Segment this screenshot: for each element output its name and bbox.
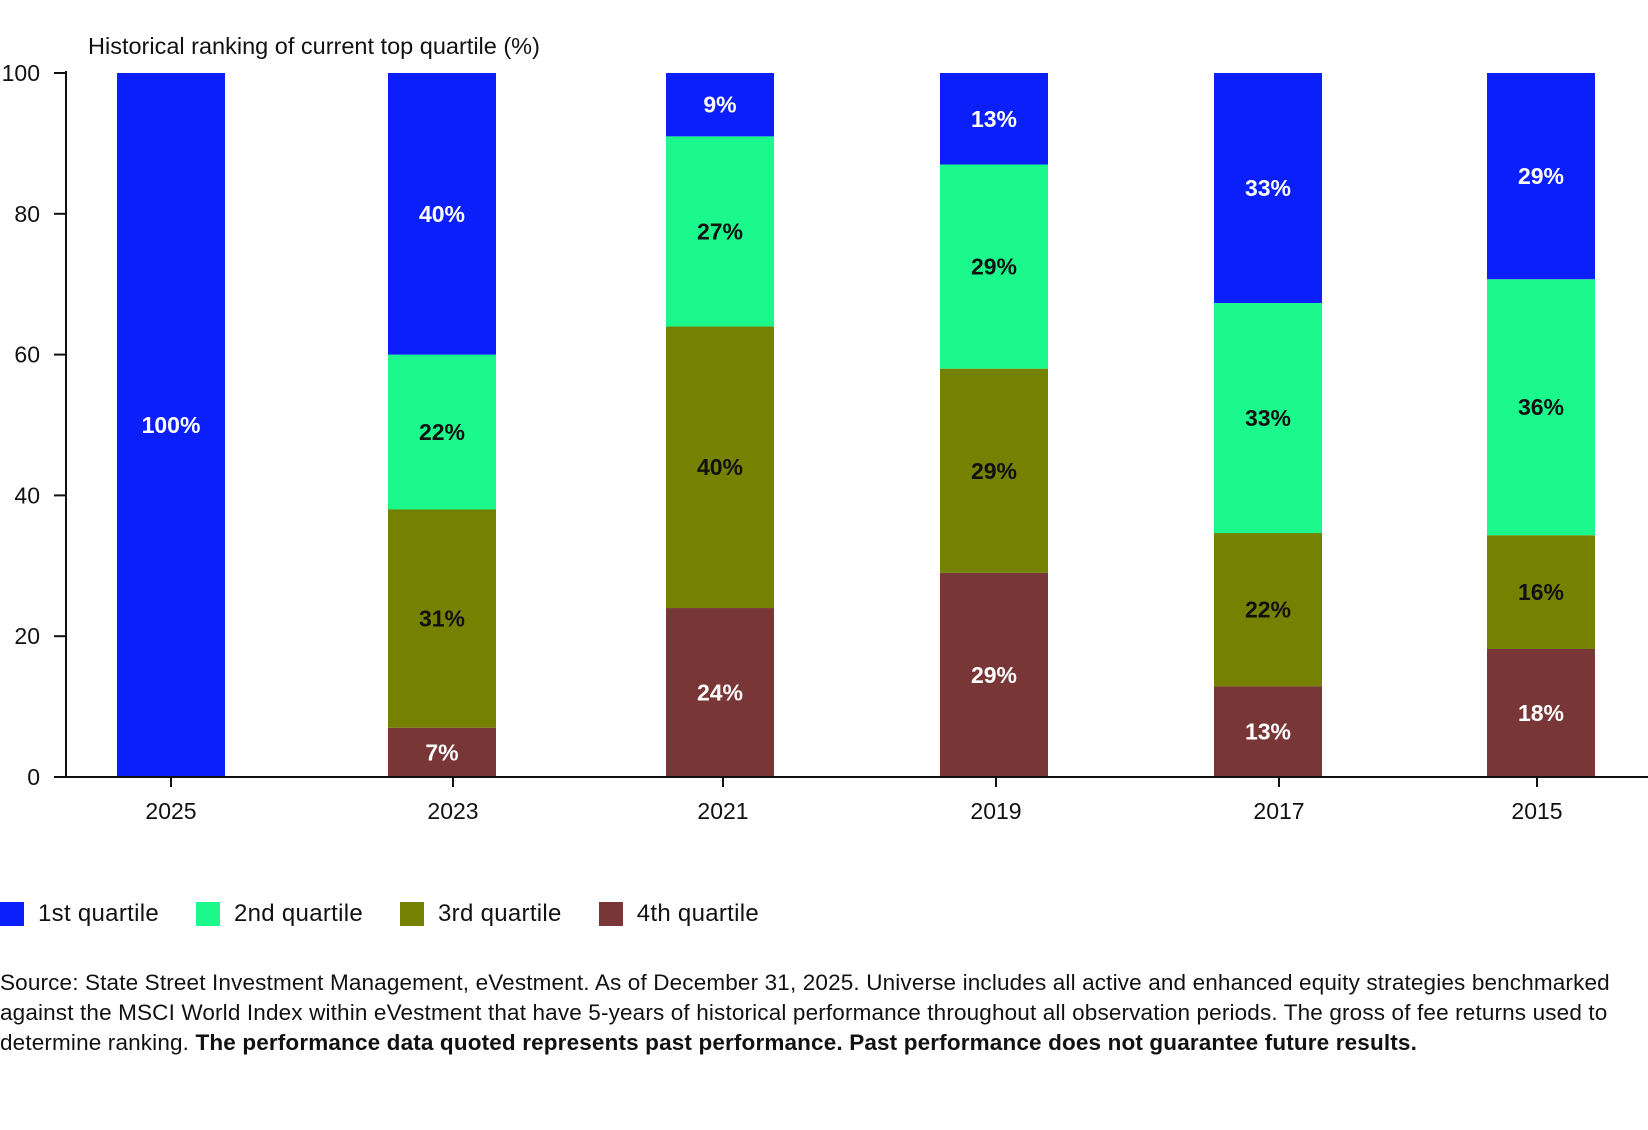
legend-swatch-1st-quartile	[0, 902, 24, 926]
data-label-2015-1st-quartile: 29%	[1518, 163, 1564, 189]
x-tick-label: 2015	[1511, 798, 1562, 824]
legend-label-1st-quartile: 1st quartile	[38, 900, 159, 927]
chart-legend: 1st quartile 2nd quartile 3rd quartile 4…	[0, 900, 796, 928]
data-label-2019-4th-quartile: 29%	[971, 662, 1017, 688]
bar-2017-2nd-quartile	[1214, 303, 1322, 534]
data-label-2017-4th-quartile: 13%	[1245, 719, 1291, 745]
bar-2021-2nd-quartile	[666, 136, 774, 327]
data-label-2017-2nd-quartile: 33%	[1245, 405, 1291, 431]
bar-2023-1st-quartile	[388, 73, 496, 355]
legend-label-2nd-quartile: 2nd quartile	[234, 900, 364, 927]
y-tick-label: 60	[14, 342, 40, 368]
y-tick-label: 100	[2, 60, 40, 86]
x-tick-label: 2019	[970, 798, 1021, 824]
data-label-2019-3rd-quartile: 29%	[971, 458, 1017, 484]
x-tick-label: 2023	[427, 798, 478, 824]
bar-2019-4th-quartile	[940, 572, 1048, 777]
bar-2015-3rd-quartile	[1487, 535, 1595, 649]
data-label-2015-4th-quartile: 18%	[1518, 700, 1564, 726]
data-label-2021-1st-quartile: 9%	[703, 92, 736, 118]
x-tick-label: 2017	[1253, 798, 1304, 824]
data-label-2021-2nd-quartile: 27%	[697, 218, 743, 244]
legend-item-3rd-quartile: 3rd quartile	[400, 900, 562, 928]
bar-2021-1st-quartile	[666, 73, 774, 137]
data-label-2017-1st-quartile: 33%	[1245, 175, 1291, 201]
chart-title: Historical ranking of current top quarti…	[88, 33, 540, 59]
legend-label-4th-quartile: 4th quartile	[636, 900, 760, 927]
data-label-2023-1st-quartile: 40%	[419, 201, 465, 227]
bar-2023-3rd-quartile	[388, 509, 496, 728]
x-tick-label: 2025	[145, 798, 196, 824]
bar-2021-4th-quartile	[666, 608, 774, 777]
legend-item-1st-quartile: 1st quartile	[0, 900, 159, 928]
source-text: Source: State Street Investment Manageme…	[0, 970, 1610, 1055]
bar-2017-3rd-quartile	[1214, 533, 1322, 687]
legend-label-3rd-quartile: 3rd quartile	[438, 900, 562, 927]
bar-2019-2nd-quartile	[940, 164, 1048, 369]
bar-2019-3rd-quartile	[940, 368, 1048, 573]
y-tick-label: 40	[14, 482, 40, 508]
data-label-2015-3rd-quartile: 16%	[1518, 579, 1564, 605]
bar-2021-3rd-quartile	[666, 326, 774, 609]
bar-2017-4th-quartile	[1214, 686, 1322, 777]
stacked-bar-chart: Historical ranking of current top quarti…	[2, 33, 1648, 824]
source-note: Source: State Street Investment Manageme…	[0, 968, 1640, 1058]
y-tick-label: 20	[14, 623, 40, 649]
legend-item-2nd-quartile: 2nd quartile	[196, 900, 363, 928]
data-label-2021-3rd-quartile: 40%	[697, 454, 743, 480]
bar-2023-4th-quartile	[388, 727, 496, 777]
legend-swatch-3rd-quartile	[400, 902, 425, 926]
bar-2015-2nd-quartile	[1487, 279, 1595, 536]
data-label-2023-3rd-quartile: 31%	[419, 606, 465, 632]
legend-item-4th-quartile: 4th quartile	[598, 900, 760, 928]
legend-swatch-4th-quartile	[598, 902, 623, 926]
data-label-2025-1st-quartile: 100%	[142, 412, 201, 438]
bar-2017-1st-quartile	[1214, 73, 1322, 304]
data-label-2023-4th-quartile: 7%	[425, 739, 458, 765]
data-label-2019-2nd-quartile: 29%	[971, 254, 1017, 280]
bar-2023-2nd-quartile	[388, 354, 496, 510]
data-label-2015-2nd-quartile: 36%	[1518, 394, 1564, 420]
source-disclaimer: The performance data quoted represents p…	[195, 1030, 1417, 1055]
bar-2015-4th-quartile	[1487, 649, 1595, 777]
data-label-2021-4th-quartile: 24%	[697, 680, 743, 706]
data-label-2019-1st-quartile: 13%	[971, 106, 1017, 132]
bar-2015-1st-quartile	[1487, 73, 1595, 280]
y-tick-label: 80	[14, 201, 40, 227]
bar-2025-1st-quartile	[117, 73, 225, 777]
data-label-2017-3rd-quartile: 22%	[1245, 597, 1291, 623]
data-label-2023-2nd-quartile: 22%	[419, 419, 465, 445]
legend-swatch-2nd-quartile	[196, 902, 220, 926]
y-tick-label: 0	[27, 764, 40, 790]
x-tick-label: 2021	[697, 798, 748, 824]
bar-2019-1st-quartile	[940, 73, 1048, 165]
